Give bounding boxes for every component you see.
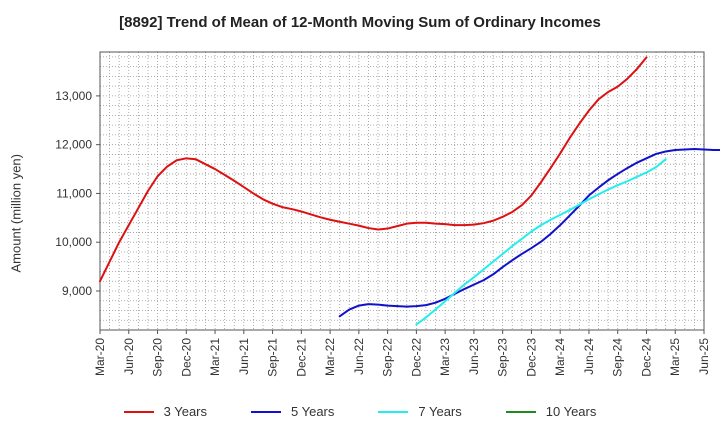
x-tick-label: Dec-20: [179, 338, 193, 377]
chart-plot: 9,000 10,000 11,000 12,000 13,000 Mar-20 Jun-2…: [55, 51, 720, 377]
x-tick-label: Mar-20: [93, 338, 107, 376]
y-tick-label: 9,000: [62, 284, 92, 298]
x-tick-label: Sep-22: [381, 338, 395, 377]
chart-title: [8892] Trend of Mean of 12-Month Moving …: [119, 14, 601, 31]
legend-item: 7 Years: [378, 404, 462, 419]
x-tick-label: Jun-21: [237, 338, 251, 375]
legend-swatch: [505, 410, 536, 413]
x-tick-label: Jun-25: [697, 338, 711, 375]
y-tick-label: 10,000: [55, 235, 92, 249]
legend-item: 5 Years: [251, 404, 334, 419]
x-tick-label: Dec-21: [294, 338, 308, 377]
y-tick-label: 13,000: [55, 89, 92, 103]
x-tick-label: Mar-23: [438, 338, 452, 376]
series-line-7-years: [415, 158, 667, 326]
x-tick-label: Sep-20: [151, 338, 165, 377]
x-tick-label: Sep-23: [496, 338, 510, 377]
x-tick-label: Sep-24: [611, 338, 625, 377]
x-tick-label: Mar-21: [208, 338, 222, 376]
x-tick-label: Jun-22: [352, 338, 366, 375]
legend-swatch: [123, 410, 154, 413]
x-tick-label: Sep-21: [266, 338, 280, 377]
legend-label: 5 Years: [291, 404, 335, 419]
legend-swatch: [251, 410, 281, 413]
chart-legend: 3 Years 5 Years 7 Years 10 Years: [0, 404, 720, 419]
y-tick-label: 11,000: [56, 186, 92, 200]
legend-swatch: [378, 410, 409, 413]
x-tick-label: Jun-24: [582, 338, 596, 375]
legend-label: 7 Years: [418, 404, 462, 419]
x-tick-label: Dec-23: [524, 338, 538, 377]
legend-label: 3 Years: [163, 404, 207, 419]
x-tick-label: Jun-20: [122, 338, 136, 375]
x-tick-label: Jun-23: [467, 338, 481, 375]
plot-area: [100, 52, 704, 330]
x-tick-label: Mar-22: [323, 338, 337, 376]
legend-item: 10 Years: [505, 404, 597, 419]
x-tick-label: Dec-22: [409, 338, 423, 377]
y-tick-label: 12,000: [55, 138, 92, 152]
plot-frame: [99, 51, 705, 331]
x-tick-label: Mar-25: [668, 338, 682, 376]
x-tick-label: Dec-24: [639, 338, 653, 377]
series-line-5-years: [338, 148, 720, 318]
series-line-3-years: [99, 56, 648, 283]
x-tick-label: Mar-24: [553, 338, 567, 376]
legend-item: 3 Years: [123, 404, 207, 419]
legend-label: 10 Years: [545, 404, 597, 419]
